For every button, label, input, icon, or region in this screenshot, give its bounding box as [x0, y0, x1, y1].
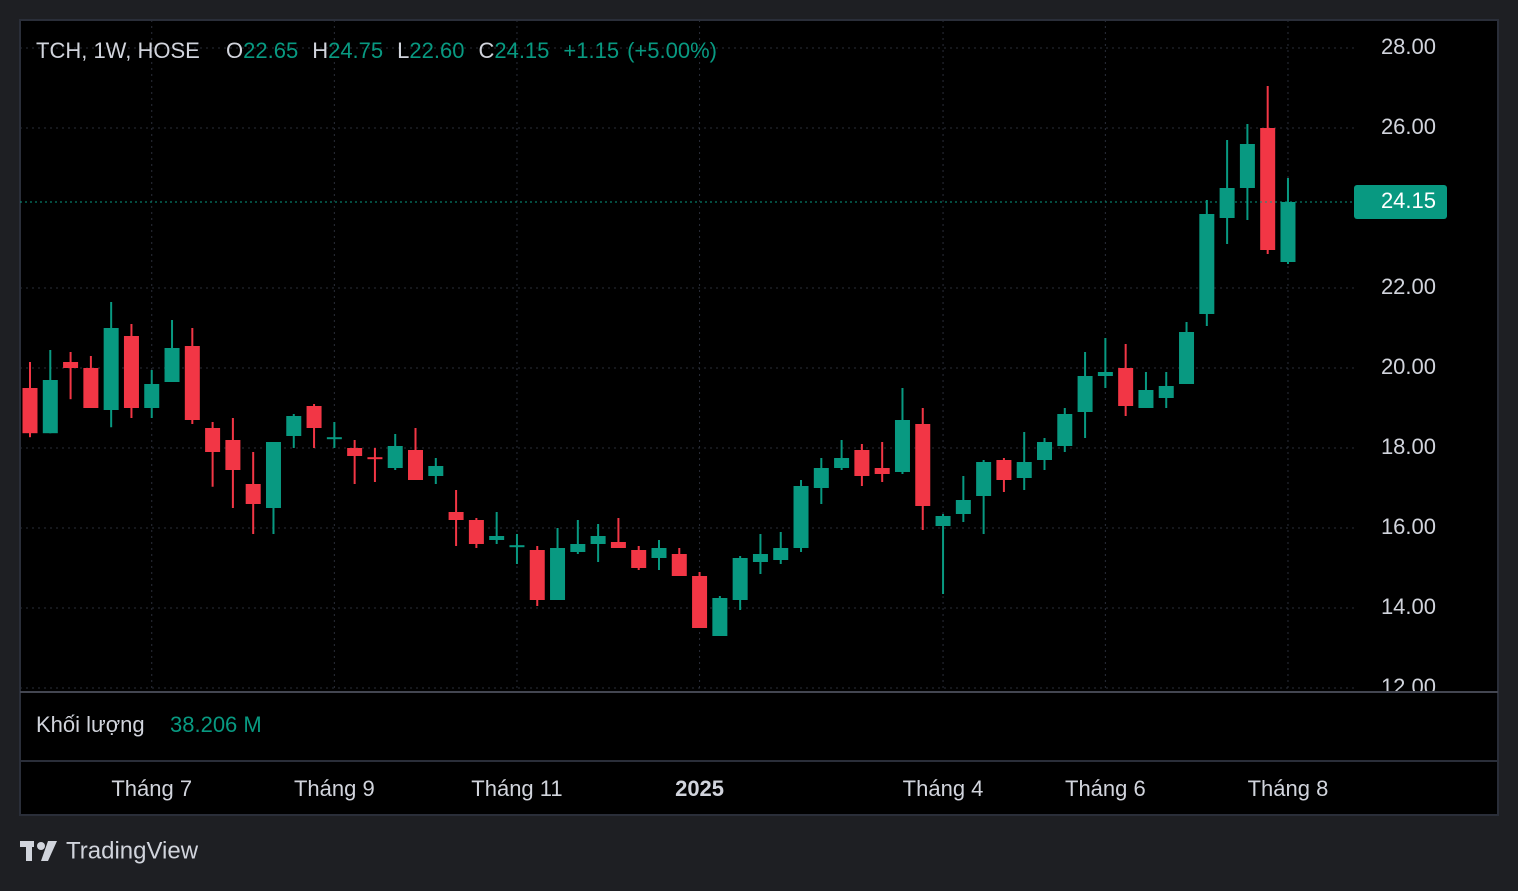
ohlc-key: H: [312, 38, 328, 63]
candle-body: [854, 450, 870, 476]
change: +1.15: [563, 38, 619, 63]
candle-body: [793, 486, 809, 548]
candle-body: [1260, 128, 1276, 250]
candle-body: [367, 457, 383, 460]
candle-body: [1077, 376, 1093, 412]
candle-body: [1138, 390, 1154, 408]
candle-body: [590, 536, 606, 544]
candle-body: [225, 440, 241, 470]
candle-body: [955, 500, 971, 514]
candle-body: [996, 460, 1012, 480]
ohlc-value: 22.60: [409, 38, 464, 63]
brand-logo: [20, 841, 57, 861]
candle-body: [144, 384, 160, 408]
candle-body: [164, 348, 180, 382]
candle-body: [428, 466, 444, 476]
candle-body: [509, 545, 525, 548]
brand-name: TradingView: [66, 837, 199, 864]
y-tick-label: 20.00: [1381, 354, 1436, 379]
candle-body: [631, 550, 647, 568]
y-tick-label: 14.00: [1381, 594, 1436, 619]
change-pct: (+5.00%): [627, 38, 717, 63]
candle-body: [1037, 442, 1052, 460]
x-tick-label: Tháng 6: [1065, 776, 1146, 801]
y-tick-label: 26.00: [1381, 114, 1436, 139]
candle-body: [651, 548, 667, 558]
candle-body: [286, 416, 302, 436]
candle-body: [671, 554, 687, 576]
candle-body: [1118, 368, 1134, 406]
candle-body: [1179, 332, 1195, 384]
candle-body: [692, 576, 708, 628]
candle-body: [205, 428, 221, 452]
candle-body: [570, 544, 586, 552]
candle-body: [610, 542, 626, 548]
x-tick-label: 2025: [675, 776, 724, 801]
candle-body: [712, 598, 728, 636]
x-tick-label: Tháng 11: [471, 776, 562, 801]
volume-label: Khối lượng: [36, 712, 145, 737]
candle-body: [103, 328, 119, 410]
candle-body: [935, 516, 951, 526]
ohlc-value: 24.75: [328, 38, 383, 63]
candle-body: [915, 424, 931, 506]
candle-body: [894, 420, 910, 472]
last-price-label: 24.15: [1381, 188, 1436, 213]
candle-body: [976, 462, 992, 496]
chart-frame: [19, 19, 1499, 816]
ohlc-value: 22.65: [243, 38, 298, 63]
y-tick-label: 18.00: [1381, 434, 1436, 459]
candle-body: [732, 558, 748, 600]
ohlc-value: 24.15: [494, 38, 549, 63]
candle-body: [326, 437, 342, 440]
candle-body: [874, 468, 890, 474]
candle-body: [489, 536, 505, 540]
candle-body: [123, 336, 139, 408]
candle-body: [387, 446, 403, 468]
candle-body: [347, 448, 363, 456]
candle-body: [1199, 214, 1215, 314]
candle-body: [752, 554, 768, 562]
candle-body: [1057, 414, 1073, 446]
candle-body: [22, 388, 38, 434]
candle-body: [468, 520, 484, 544]
candle-body: [834, 458, 850, 468]
y-tick-label: 28.00: [1381, 34, 1436, 59]
candle-body: [813, 468, 829, 488]
x-tick-label: Tháng 9: [294, 776, 375, 801]
candle-body: [1016, 462, 1032, 478]
candle-body: [184, 346, 200, 420]
ohlc-key: L: [397, 38, 409, 63]
candle-body: [1280, 202, 1296, 262]
symbol: TCH, 1W, HOSE: [36, 38, 200, 63]
y-tick-label: 12.00: [1381, 674, 1436, 699]
candle-body: [773, 548, 789, 560]
last-price-badge: [1354, 185, 1447, 219]
y-tick-label: 16.00: [1381, 514, 1436, 539]
candle-body: [448, 512, 464, 520]
candle-body: [1239, 144, 1255, 188]
candle-body: [550, 548, 566, 600]
y-tick-label: 22.00: [1381, 274, 1436, 299]
candle-body: [265, 442, 281, 508]
candle-body: [63, 362, 79, 368]
ohlc-key: C: [478, 38, 494, 63]
candle-body: [1097, 372, 1113, 376]
candle-body: [1158, 386, 1174, 398]
x-tick-label: Tháng 4: [903, 776, 984, 801]
candle-body: [83, 368, 99, 408]
ohlc-key: O: [226, 38, 243, 63]
candle-body: [306, 406, 322, 428]
x-tick-label: Tháng 8: [1248, 776, 1329, 801]
candle-body: [42, 380, 58, 434]
candle-body: [529, 550, 545, 600]
candle-body: [245, 484, 261, 504]
candle-body: [408, 450, 424, 480]
x-tick-label: Tháng 7: [111, 776, 192, 801]
volume-value: 38.206 M: [170, 712, 262, 737]
candle-body: [1219, 188, 1235, 218]
